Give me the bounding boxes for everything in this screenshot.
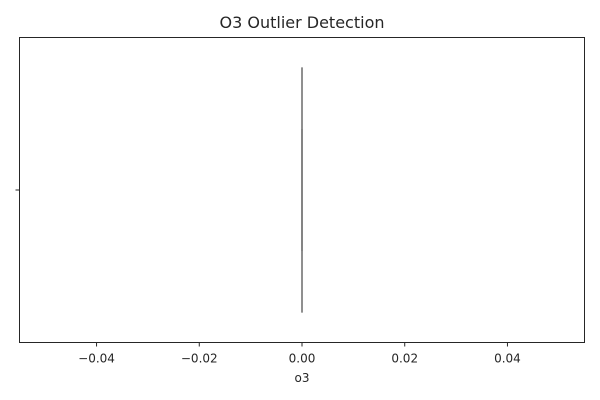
x-axis-label: o3 (295, 371, 310, 385)
chart-title: O3 Outlier Detection (220, 13, 385, 32)
x-tick-label: 0.02 (391, 352, 418, 366)
x-tick-label: 0.04 (494, 352, 521, 366)
x-tick-label: −0.02 (181, 352, 218, 366)
x-axis-ticks: −0.04 −0.02 0.00 0.02 0.04 (78, 342, 521, 366)
x-tick-label: −0.04 (78, 352, 115, 366)
x-tick-label: 0.00 (289, 352, 316, 366)
